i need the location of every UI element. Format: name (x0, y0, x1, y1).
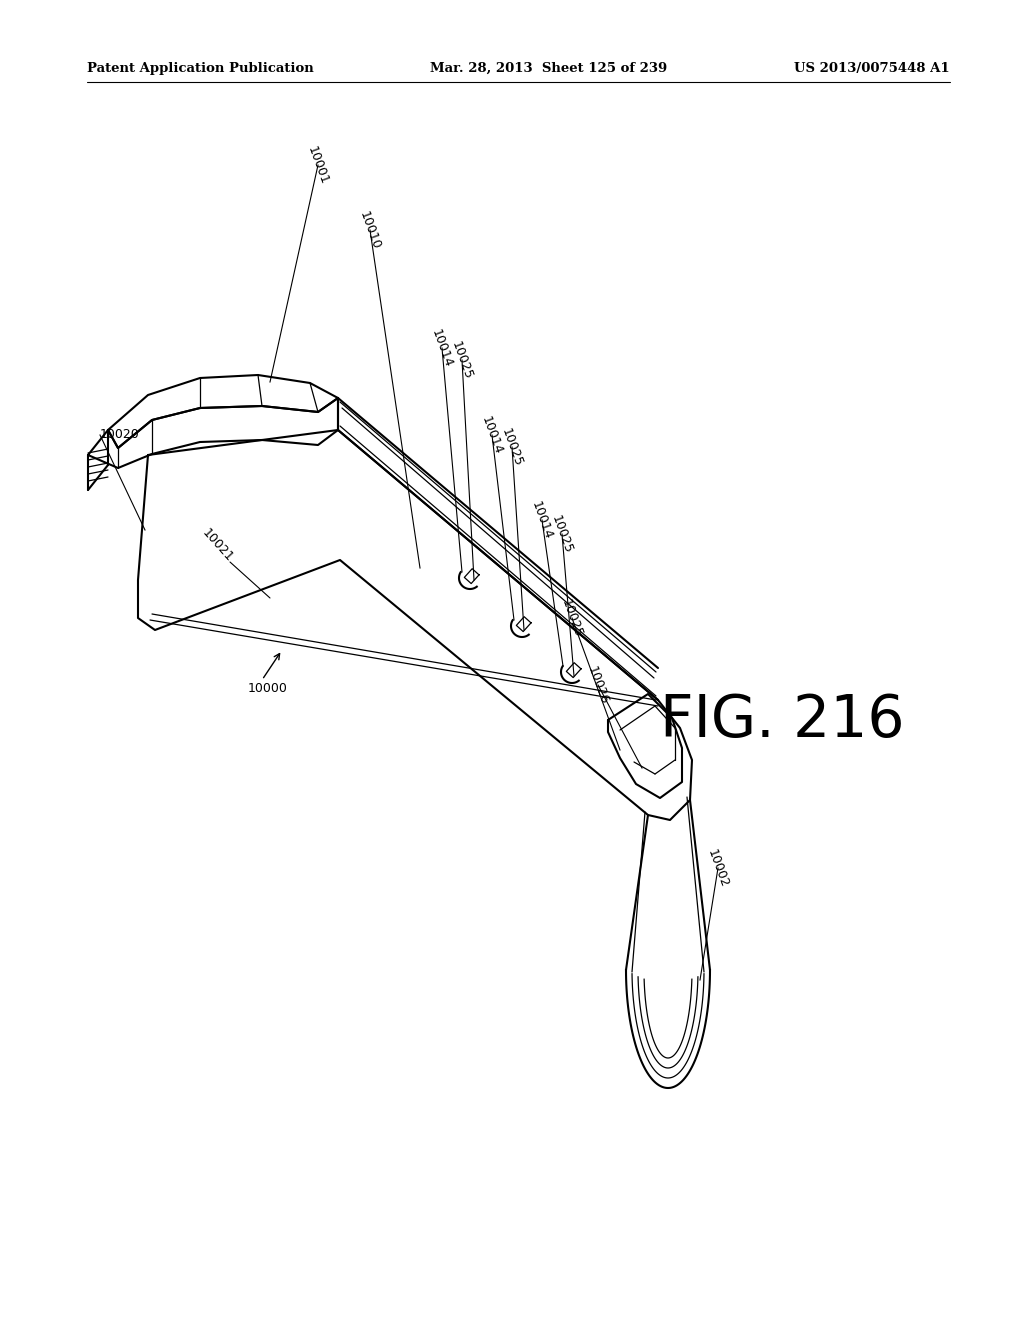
Text: 10001: 10001 (305, 144, 331, 186)
Text: 10025: 10025 (499, 426, 525, 467)
Text: 10014: 10014 (479, 414, 505, 455)
Text: 10010: 10010 (357, 209, 383, 251)
Text: 10002: 10002 (706, 847, 731, 888)
Text: 10014: 10014 (529, 499, 555, 541)
Text: 10025: 10025 (559, 597, 585, 639)
Text: 10025: 10025 (549, 513, 574, 554)
Text: 10026: 10026 (585, 664, 611, 706)
Text: FIG. 216: FIG. 216 (660, 692, 904, 748)
Text: 10021: 10021 (200, 525, 237, 564)
Text: 10000: 10000 (248, 681, 288, 694)
Text: 10020: 10020 (100, 429, 139, 441)
Text: Patent Application Publication: Patent Application Publication (87, 62, 313, 75)
Text: 10014: 10014 (429, 327, 455, 368)
Text: Mar. 28, 2013  Sheet 125 of 239: Mar. 28, 2013 Sheet 125 of 239 (430, 62, 668, 75)
Text: 10025: 10025 (450, 339, 475, 381)
Text: US 2013/0075448 A1: US 2013/0075448 A1 (795, 62, 950, 75)
